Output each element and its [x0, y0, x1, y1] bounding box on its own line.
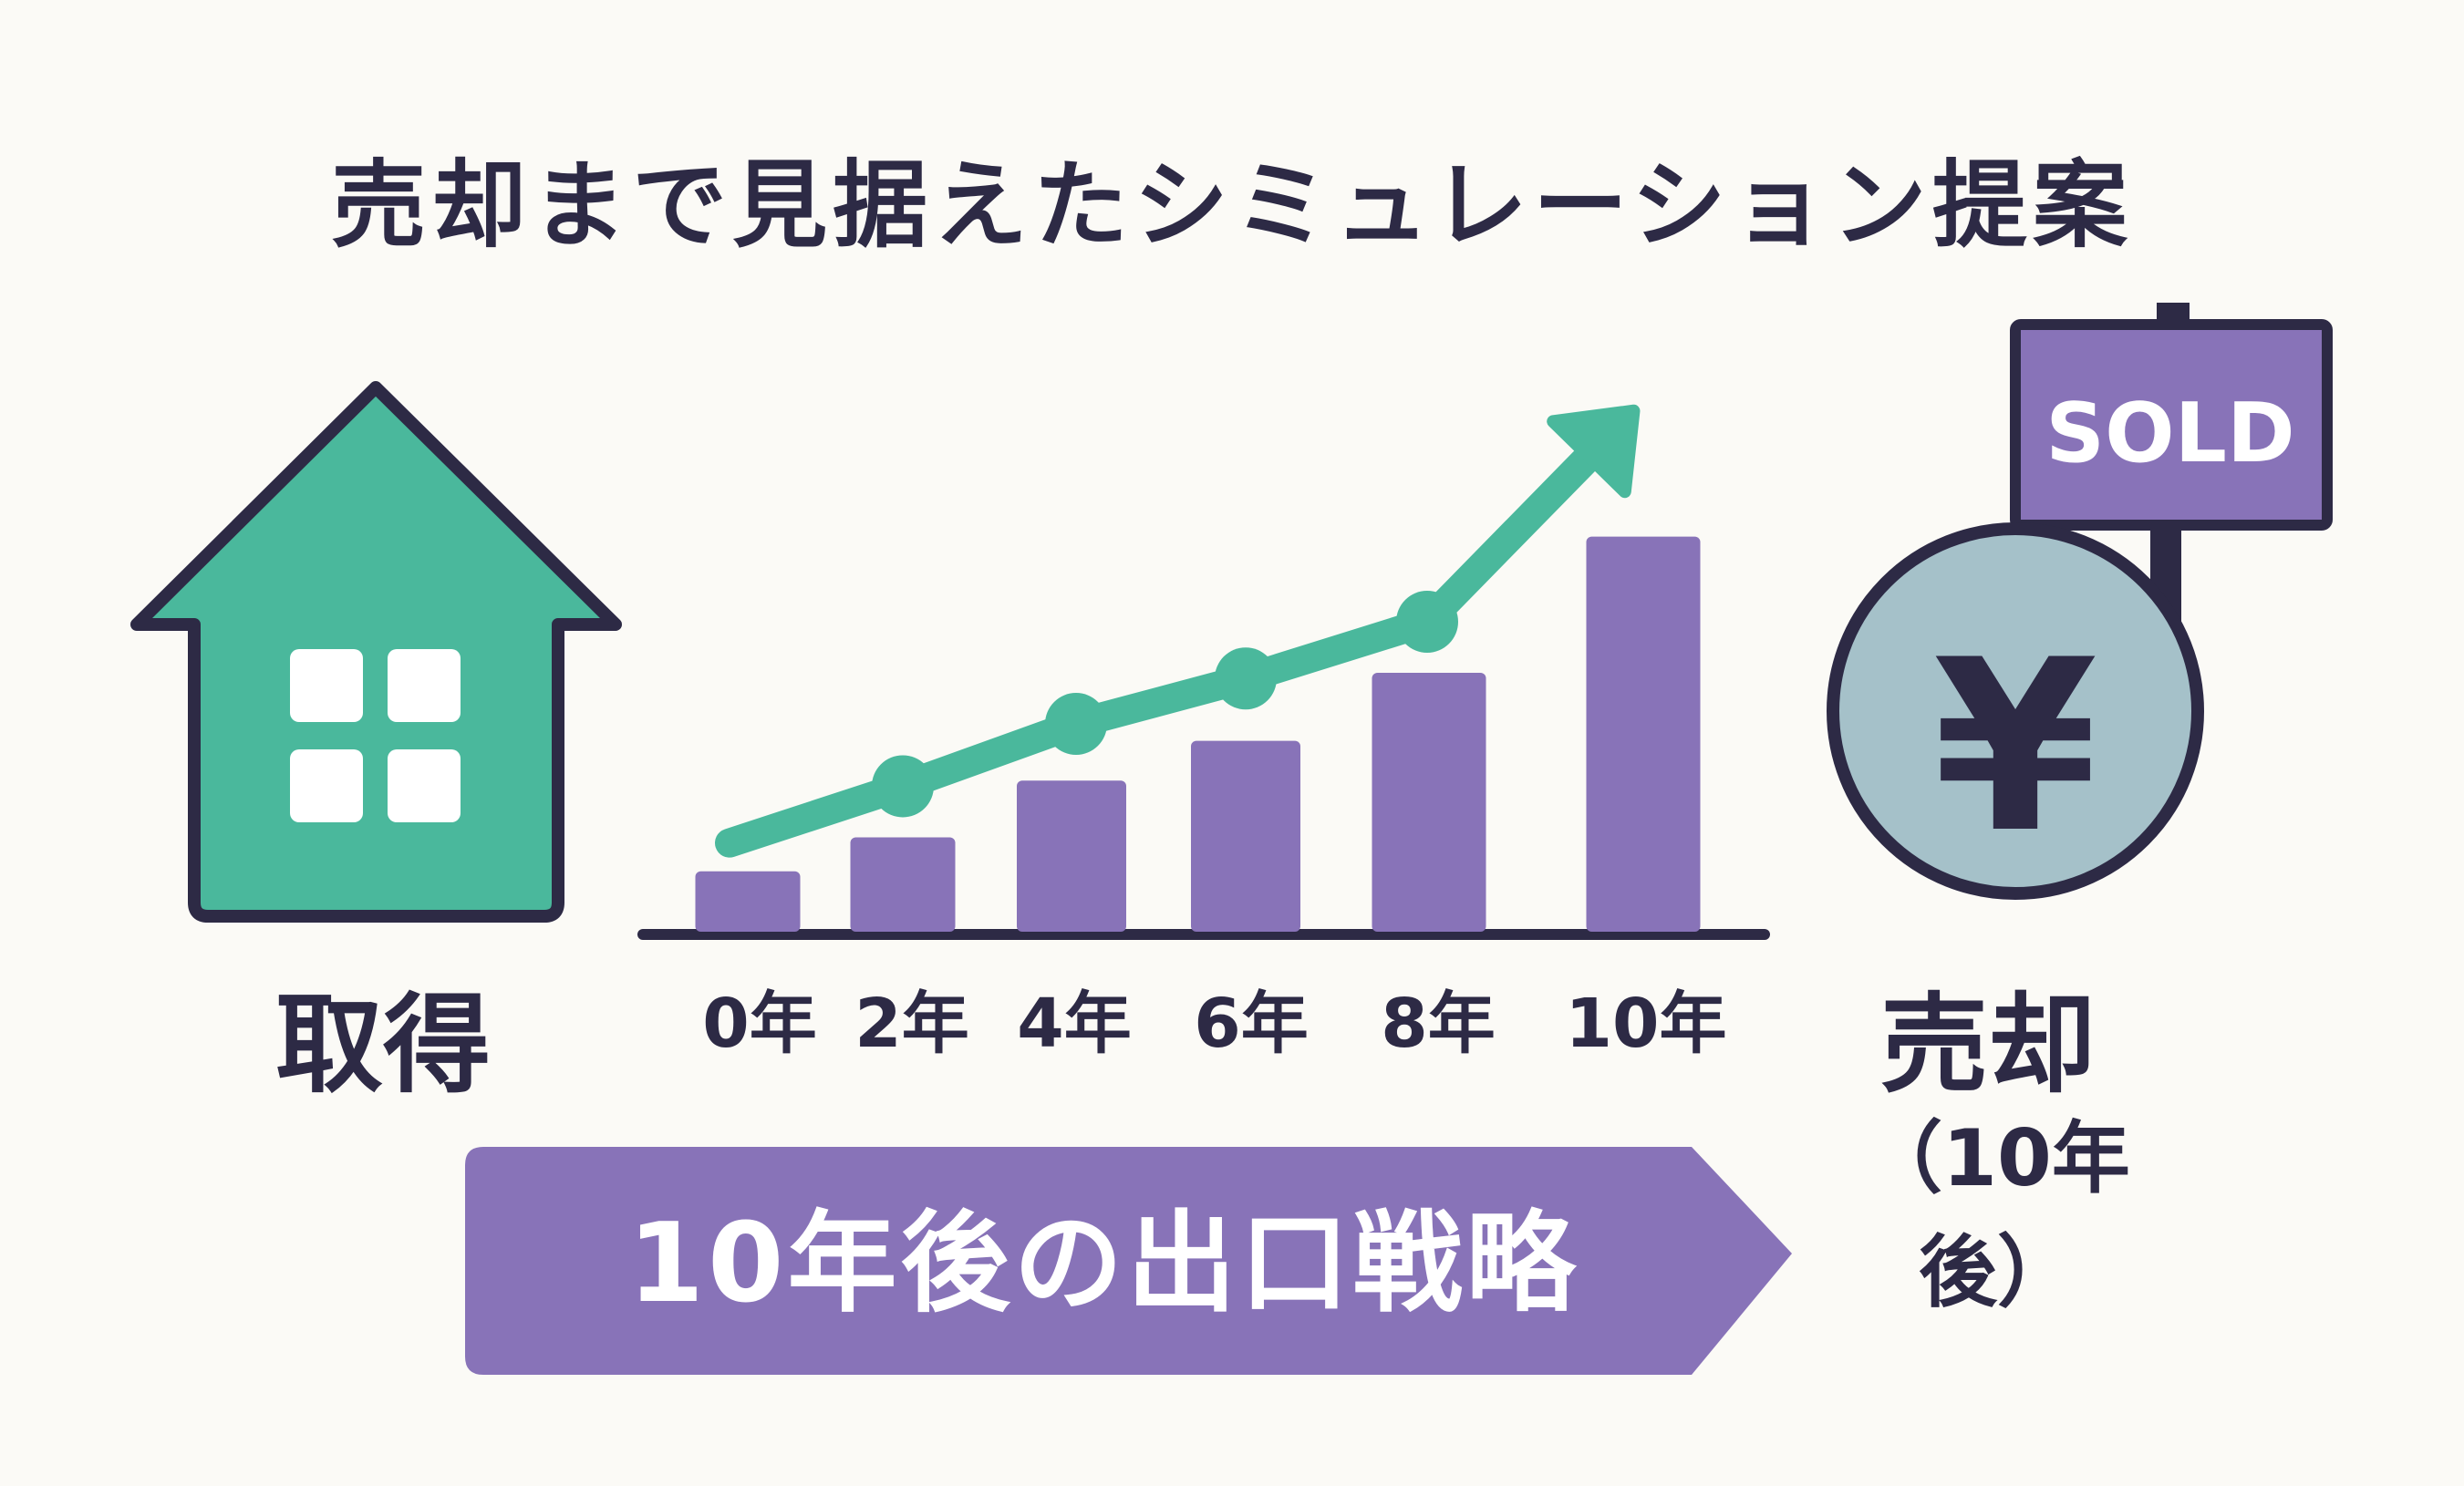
trend-point-2年: [872, 755, 934, 818]
yen-coin-icon: [1827, 522, 2204, 900]
x-tick-label: 6年: [1194, 985, 1309, 1063]
sale-label: 売却: [1879, 982, 2096, 1108]
x-tick-label: 8年: [1381, 985, 1496, 1063]
trend-point-4年: [1045, 693, 1107, 755]
yen-symbol: ¥: [1932, 610, 2098, 885]
bar-10年: [1586, 536, 1701, 932]
trend-point-6年: [1215, 647, 1277, 710]
trend-arrowhead: [1547, 404, 1641, 499]
trend-point-8年: [1396, 591, 1458, 653]
acquisition-label: 取得: [274, 982, 491, 1108]
sold-sign-icon: [2010, 303, 2333, 624]
bar-0年: [695, 871, 801, 932]
x-tick-label: 4年: [1017, 985, 1132, 1063]
sold-label: SOLD: [2045, 385, 2295, 481]
bar-8年: [1372, 673, 1486, 932]
bar-6年: [1191, 740, 1300, 932]
house-icon: [130, 381, 622, 923]
bar-2年: [850, 837, 956, 932]
growth-chart: 0年 2年 4年 6年 8年 10年: [637, 404, 1770, 1063]
bar-4年: [1017, 780, 1126, 932]
x-tick-label: 10年: [1566, 985, 1727, 1063]
x-tick-label: 2年: [854, 985, 969, 1063]
exit-strategy-banner: [465, 1147, 1792, 1375]
banner-text: 10年後の出口戦略: [627, 1201, 1579, 1327]
page-title: 売却まで見据えたシミュレーション提案: [331, 150, 2133, 261]
x-tick-label: 0年: [702, 985, 817, 1063]
sale-sublabel: （10年後）: [1864, 1113, 2130, 1318]
